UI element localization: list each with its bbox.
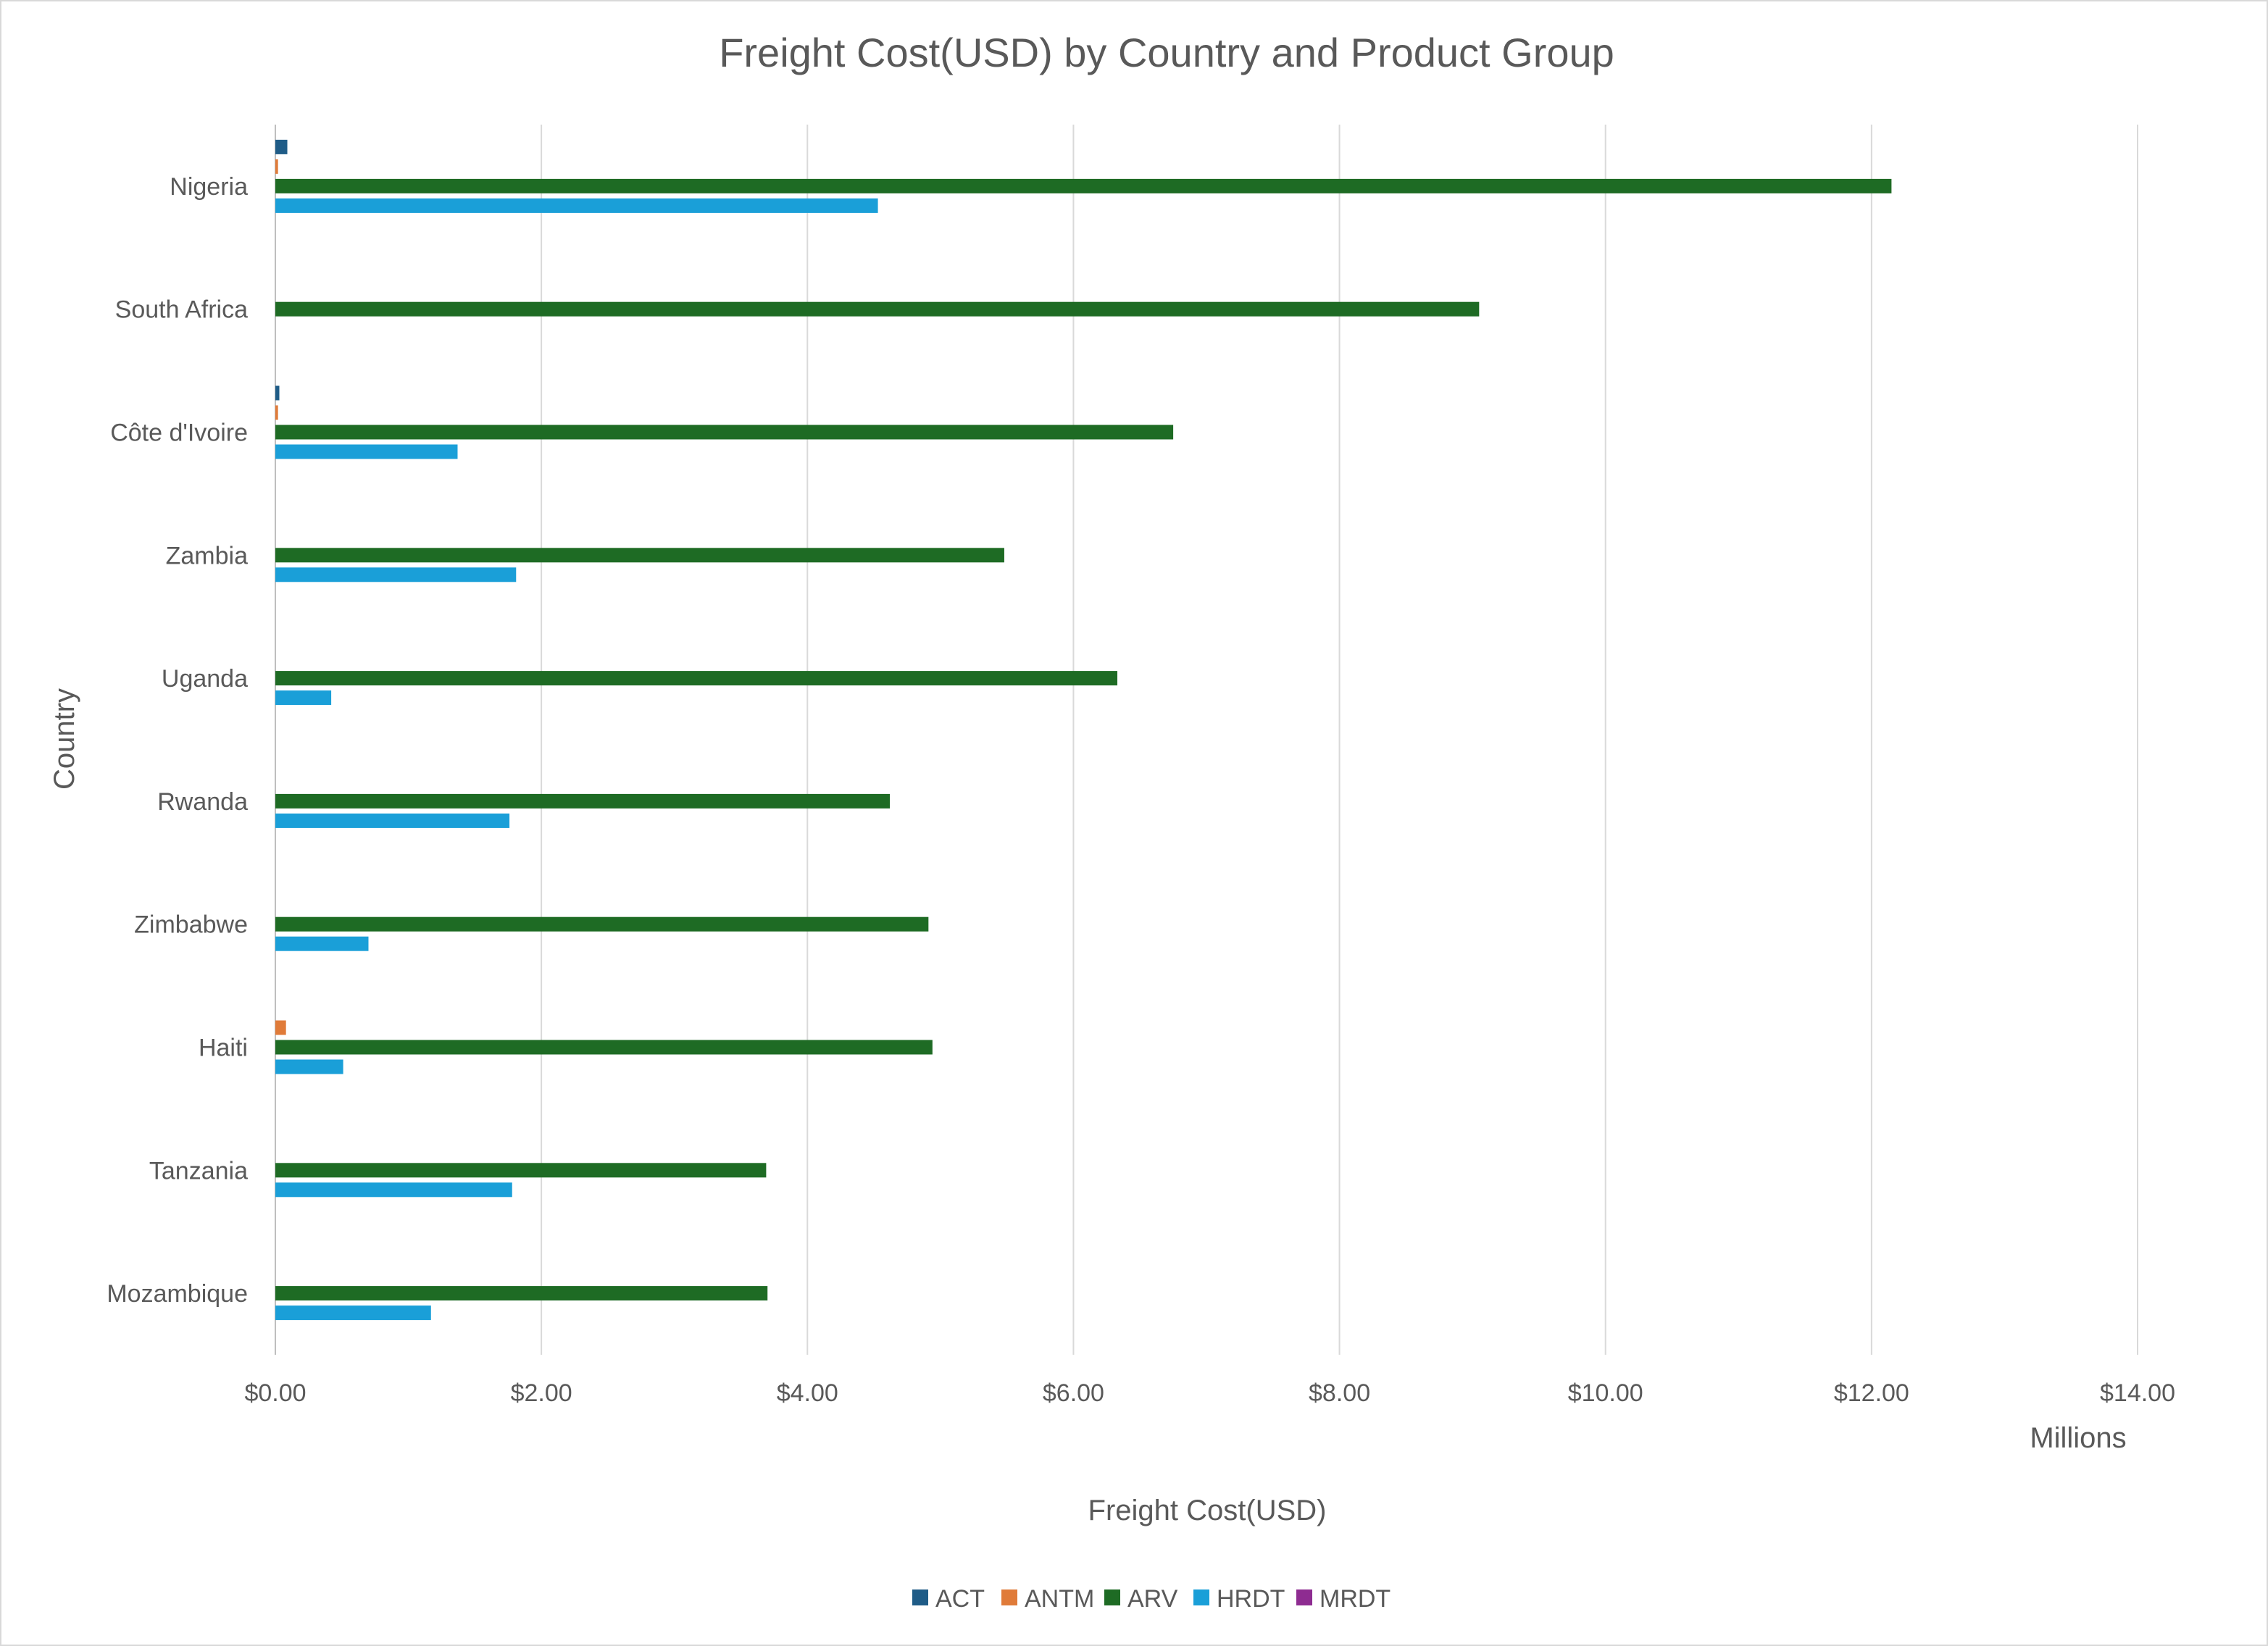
x-tick-label: $0.00 [244,1379,306,1407]
y-tick-label-haiti: Haiti [199,1035,248,1062]
y-tick-label-nigeria: Nigeria [170,173,248,201]
bar-zambia-arv [275,548,1004,563]
y-tick-label-south-africa: South Africa [115,296,248,324]
bar-rwanda-hrdt [275,813,510,828]
chart-title: Freight Cost(USD) by Country and Product… [719,30,1614,75]
bar-zimbabwe-hrdt [275,936,369,951]
legend-item-hrdt: HRDT [1193,1585,1285,1613]
x-tick-label: $8.00 [1309,1379,1370,1407]
bar-haiti-antm [275,1020,286,1035]
bar-cote-d-ivoire-hrdt [275,444,458,459]
bar-cote-d-ivoire-antm [275,405,278,420]
x-tick-label: $10.00 [1568,1379,1643,1407]
bar-nigeria-act [275,139,288,154]
y-tick-label-zimbabwe: Zimbabwe [134,911,248,939]
gridlines [275,125,2138,1355]
legend-label-hrdt: HRDT [1217,1585,1285,1613]
legend-swatch-arv [1104,1589,1120,1605]
bar-cote-d-ivoire-arv [275,425,1174,440]
y-tick-label-cote-d-ivoire: Côte d'Ivoire [110,419,248,447]
y-tick-label-rwanda: Rwanda [157,788,248,816]
legend-label-arv: ARV [1127,1585,1178,1613]
bar-mozambique-hrdt [275,1305,431,1321]
bar-haiti-hrdt [275,1059,343,1074]
bar-mozambique-arv [275,1286,768,1301]
x-tick-label: $6.00 [1043,1379,1104,1407]
x-tick-label: $12.00 [1834,1379,1909,1407]
legend-swatch-mrdt [1296,1589,1312,1605]
y-axis-title: Country [49,688,80,790]
legend-swatch-act [912,1589,928,1605]
x-tick-label: $4.00 [777,1379,838,1407]
x-tick-label: $2.00 [511,1379,572,1407]
bar-nigeria-arv [275,178,1892,193]
bars [275,139,1892,1321]
y-tick-label-uganda: Uganda [162,665,248,693]
legend-item-arv: ARV [1104,1585,1178,1613]
bar-rwanda-arv [275,793,891,809]
y-tick-label-zambia: Zambia [166,542,248,569]
y-tick-label-tanzania: Tanzania [149,1157,248,1185]
bar-nigeria-hrdt [275,198,878,213]
legend-item-antm: ANTM [1001,1585,1094,1613]
legend-label-act: ACT [935,1585,985,1613]
x-tick-label: $14.00 [2100,1379,2175,1407]
bar-nigeria-antm [275,159,278,174]
x-axis-ticks: $0.00 $2.00 $4.00 $6.00 $8.00 $10.00 $12.00 $14… [244,1379,2175,1407]
bar-uganda-arv [275,671,1118,686]
y-axis-ticks: Nigeria South Africa Côte d'Ivoire Zambia Ug… [107,173,248,1308]
bar-cote-d-ivoire-act [275,385,280,401]
legend-item-mrdt: MRDT [1296,1585,1391,1613]
legend-label-antm: ANTM [1025,1585,1094,1613]
bar-south-africa-arv [275,301,1480,317]
legend-swatch-hrdt [1193,1589,1209,1605]
legend-swatch-antm [1001,1589,1017,1605]
legend: ACT ANTM ARV HRDT MRDT [912,1585,1391,1613]
bar-zambia-hrdt [275,567,517,582]
bar-tanzania-arv [275,1163,767,1178]
bar-haiti-arv [275,1040,933,1055]
x-axis-unit-label: Millions [2030,1422,2126,1454]
legend-label-mrdt: MRDT [1319,1585,1391,1613]
x-axis-title: Freight Cost(USD) [1088,1495,1327,1526]
bar-zimbabwe-arv [275,916,929,932]
y-tick-label-mozambique: Mozambique [107,1280,248,1308]
legend-item-act: ACT [912,1585,985,1613]
bar-uganda-hrdt [275,690,332,706]
bar-tanzania-hrdt [275,1182,512,1198]
